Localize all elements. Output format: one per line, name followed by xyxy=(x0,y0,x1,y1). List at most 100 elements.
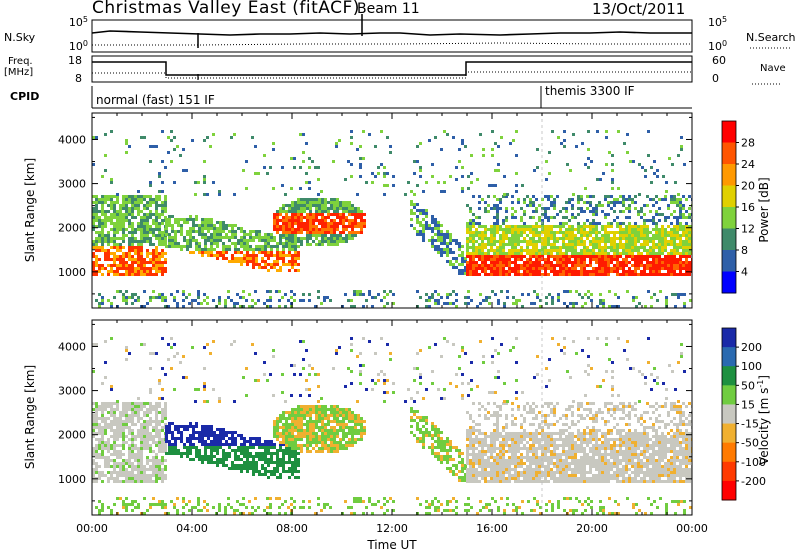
velocity-cell xyxy=(149,444,152,447)
velocity-cell xyxy=(318,429,321,432)
power-cell xyxy=(95,225,98,228)
power-cell xyxy=(670,195,673,198)
power-cell xyxy=(514,237,517,240)
power-cell xyxy=(685,198,688,201)
power-cell xyxy=(206,193,209,196)
velocity-cell xyxy=(312,441,315,444)
velocity-cell xyxy=(475,447,478,450)
power-cell xyxy=(425,227,428,230)
velocity-cell xyxy=(152,420,155,423)
power-cell xyxy=(207,236,210,239)
power-cell xyxy=(574,270,577,273)
power-cell xyxy=(523,228,526,231)
power-cell xyxy=(297,210,300,213)
power-cell xyxy=(550,228,553,231)
power-cell xyxy=(161,213,164,216)
velocity-cell xyxy=(92,432,95,435)
velocity-cell xyxy=(472,444,475,447)
velocity-cell xyxy=(261,443,264,446)
velocity-cell xyxy=(149,474,152,477)
power-cell xyxy=(547,234,550,237)
velocity-cell xyxy=(469,465,472,468)
velocity-cell xyxy=(288,449,291,452)
power-cell xyxy=(434,227,437,230)
power-cell xyxy=(216,221,219,224)
power-cell xyxy=(297,251,300,254)
velocity-cell xyxy=(288,435,291,438)
velocity-cell xyxy=(207,431,210,434)
frequency-trace xyxy=(92,61,692,76)
power-cell xyxy=(589,240,592,243)
power-cell xyxy=(234,257,237,260)
power-cell xyxy=(288,237,291,240)
power-cell xyxy=(464,260,467,263)
power-cell xyxy=(128,252,131,255)
power-cell xyxy=(149,273,152,276)
power-cell xyxy=(128,210,131,213)
velocity-cell xyxy=(95,462,98,465)
power-cell xyxy=(611,154,614,157)
power-cell xyxy=(410,218,413,221)
velocity-cell xyxy=(155,468,158,471)
power-cell xyxy=(607,246,610,249)
power-cell xyxy=(422,239,425,242)
power-cell xyxy=(119,267,122,270)
power-cell xyxy=(659,290,662,293)
velocity-cell xyxy=(351,417,354,420)
velocity-cell xyxy=(282,411,285,414)
power-cell xyxy=(631,225,634,228)
velocity-cell xyxy=(107,441,110,444)
velocity-cell xyxy=(101,471,104,474)
velocity-cell xyxy=(294,461,297,464)
velocity-cell xyxy=(219,428,222,431)
velocity-cell xyxy=(461,479,464,482)
power-cell xyxy=(128,255,131,258)
velocity-cell xyxy=(321,435,324,438)
power-cell xyxy=(505,270,508,273)
power-cell xyxy=(294,201,297,204)
power-cell xyxy=(113,210,116,213)
velocity-cell xyxy=(258,440,261,443)
velocity-cell xyxy=(300,408,303,411)
power-cell xyxy=(113,296,116,299)
power-cell xyxy=(556,270,559,273)
power-cell xyxy=(246,263,249,266)
power-cell xyxy=(309,198,312,201)
power-cell xyxy=(434,248,437,251)
power-cell xyxy=(667,264,670,267)
power-cell xyxy=(649,210,652,213)
velocity-cell xyxy=(294,458,297,461)
power-cell xyxy=(347,299,350,302)
power-cell xyxy=(556,195,559,198)
power-cell xyxy=(529,231,532,234)
velocity-cell xyxy=(461,461,464,464)
power-cell xyxy=(305,172,308,175)
velocity-cell xyxy=(210,428,213,431)
power-cell xyxy=(330,231,333,234)
power-cell xyxy=(484,252,487,255)
power-cell xyxy=(380,163,383,166)
power-cell xyxy=(131,225,134,228)
velocity-cell xyxy=(475,441,478,444)
velocity-cell xyxy=(282,443,285,446)
velocity-cell xyxy=(155,441,158,444)
power-cell xyxy=(110,240,113,243)
velocity-cell xyxy=(183,446,186,449)
power-cell xyxy=(285,228,288,231)
power-cell xyxy=(628,195,631,198)
velocity-cell xyxy=(351,429,354,432)
velocity-cell xyxy=(306,411,309,414)
power-cell xyxy=(300,201,303,204)
power-cell xyxy=(577,240,580,243)
power-cell xyxy=(517,231,520,234)
power-cell xyxy=(285,234,288,237)
power-cell xyxy=(285,245,288,248)
power-cell xyxy=(475,234,478,237)
power-cell xyxy=(665,299,668,302)
velocity-cell xyxy=(210,449,213,452)
power-cell xyxy=(176,145,179,148)
velocity-cell xyxy=(315,450,318,453)
power-cell xyxy=(469,210,472,213)
power-cell xyxy=(547,261,550,264)
power-cell xyxy=(98,302,101,305)
